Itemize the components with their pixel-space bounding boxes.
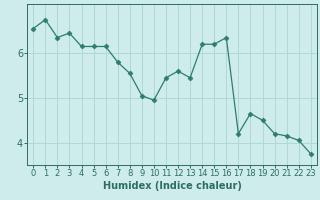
X-axis label: Humidex (Indice chaleur): Humidex (Indice chaleur) <box>103 181 241 191</box>
